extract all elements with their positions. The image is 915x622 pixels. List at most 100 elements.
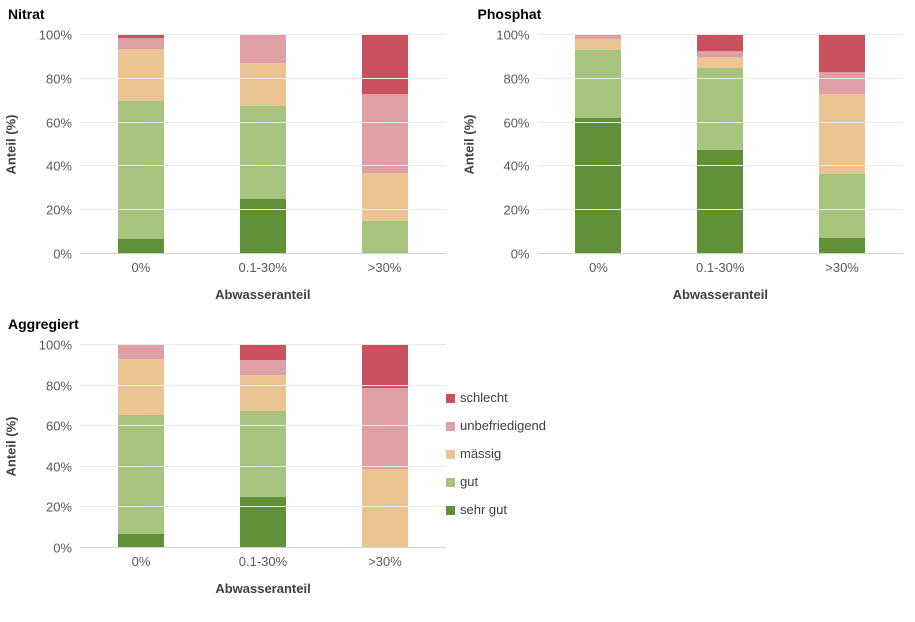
y-tick-label: 60% [45,418,72,434]
x-tick-label: 0% [131,260,151,275]
gridline [80,344,446,345]
bar-segment-mässig [697,56,744,68]
bar-segment-gut [118,415,164,534]
bar-segment-gut [819,174,866,238]
legend-label: mässig [460,446,502,461]
stacked-bar [819,35,866,254]
bar-segment-sehr-gut [819,237,866,254]
plot-area [80,344,446,548]
x-axis-title: Abwasseranteil [215,581,311,596]
bars [80,35,446,254]
stacked-bar [362,345,408,548]
x-tick-label: 0% [131,554,151,569]
legend-label: gut [460,474,479,489]
y-axis-labels: 0% 20% 40% 60% 80% 100% [22,29,80,261]
y-tick-label: 20% [45,202,72,218]
chart-title-aggregiert: Aggregiert [8,316,79,332]
y-tick-label: 100% [38,27,72,43]
bar-segment-unbefriedigend [575,35,622,40]
chart-title-phosphat: Phosphat [477,6,542,22]
bar-segment-gut [575,50,622,119]
legend-label: unbefriedigend [460,418,547,433]
bar-segment-mässig [118,359,164,416]
y-axis-title-text: Anteil (%) [461,114,477,175]
bars [80,345,446,548]
bar-segment-sehr-gut [240,497,286,548]
bar-segment-mässig [575,39,622,51]
y-tick-label: 80% [45,378,72,394]
x-tick-label: 0.1-30% [238,260,287,275]
stacked-bar [240,345,286,548]
gridline [80,384,446,386]
gridline [80,121,446,123]
y-tick-label: 80% [503,71,530,87]
bar-segment-unbefriedigend [118,345,164,360]
bar-segment-schlecht [697,35,744,52]
legend-item: sehr gut [446,502,546,517]
bar-segment-sehr-gut [697,149,744,254]
plot-grid: 0% 20% 40% 60% 80% 100% 0% 0.1-30% >30% Abwasse… [22,29,458,302]
y-tick-label: 60% [503,115,530,131]
legend-swatch-icon [446,449,455,459]
y-axis-title-text: Anteil (%) [3,114,19,175]
plot-area [537,34,904,254]
bar-segment-schlecht [361,35,408,95]
x-axis-labels: 0% 0.1-30% >30% [538,260,904,275]
legend: schlecht unbefriedigend mässig gut sehr gut [446,391,547,596]
x-tick-label: >30% [367,260,402,275]
bar-slot [324,345,446,548]
bar-segment-schlecht [819,35,866,73]
legend-item: gut [446,474,546,489]
x-axis-title: Abwasseranteil [672,287,768,302]
legend-swatch-icon [446,505,455,515]
stacked-bar [117,35,164,254]
x-axis-line [80,253,446,254]
gridline [80,425,446,427]
bar-segment-unbefriedigend [240,360,286,376]
bottom-row: Aggregiert Anteil (%) 0% 20% 40% 60% 80% 100%… [0,310,915,596]
bar-slot [324,35,446,254]
gridline [537,77,903,79]
gridline [80,506,446,508]
bar-segment-mässig [240,375,286,411]
bars [538,35,904,254]
bar-segment-unbefriedigend [239,35,286,64]
bar-segment-gut [240,410,286,498]
legend-swatch-icon [446,393,455,403]
x-axis-labels: 0% 0.1-30% >30% [80,554,446,569]
bar-segment-mässig [819,94,866,175]
bar-slot [202,35,324,254]
bar-segment-gut [239,106,286,200]
gridline [537,121,903,123]
bar-slot [80,35,202,254]
y-tick-label: 100% [38,337,72,353]
gridline [80,209,446,211]
y-tick-label: 40% [45,158,72,174]
bar-segment-sehr-gut [117,238,164,254]
x-axis-line [537,253,903,254]
bar-segment-sehr-gut [239,199,286,254]
chart-body: Anteil (%) 0% 20% 40% 60% 80% 100% 0% 0.1-30% >… [0,29,458,302]
y-axis-title-text: Anteil (%) [3,416,19,477]
plot-column: 0% 0.1-30% >30% Abwasseranteil [537,34,915,302]
bar-segment-sehr-gut [575,118,622,254]
bar-segment-gut [697,67,744,150]
y-tick-label: 0% [53,246,72,262]
bar-segment-mässig [117,49,164,101]
stacked-bar [697,35,744,254]
y-axis-title: Anteil (%) [0,35,22,254]
plot-column: 0% 0.1-30% >30% Abwasseranteil [80,344,458,596]
legend-label: sehr gut [460,502,507,517]
legend-item: mässig [446,446,546,461]
chart-nitrat: Nitrat Anteil (%) 0% 20% 40% 60% 80% 100% 0% 0… [0,0,458,302]
bar-segment-mässig [361,172,408,222]
x-axis-labels: 0% 0.1-30% >30% [80,260,446,275]
gridline [80,34,446,35]
bar-slot [781,35,903,254]
bar-segment-schlecht [117,35,164,39]
y-tick-label: 100% [496,27,530,43]
stacked-bar [575,35,622,254]
bar-segment-gut [117,100,164,239]
legend-item: unbefriedigend [446,418,547,433]
